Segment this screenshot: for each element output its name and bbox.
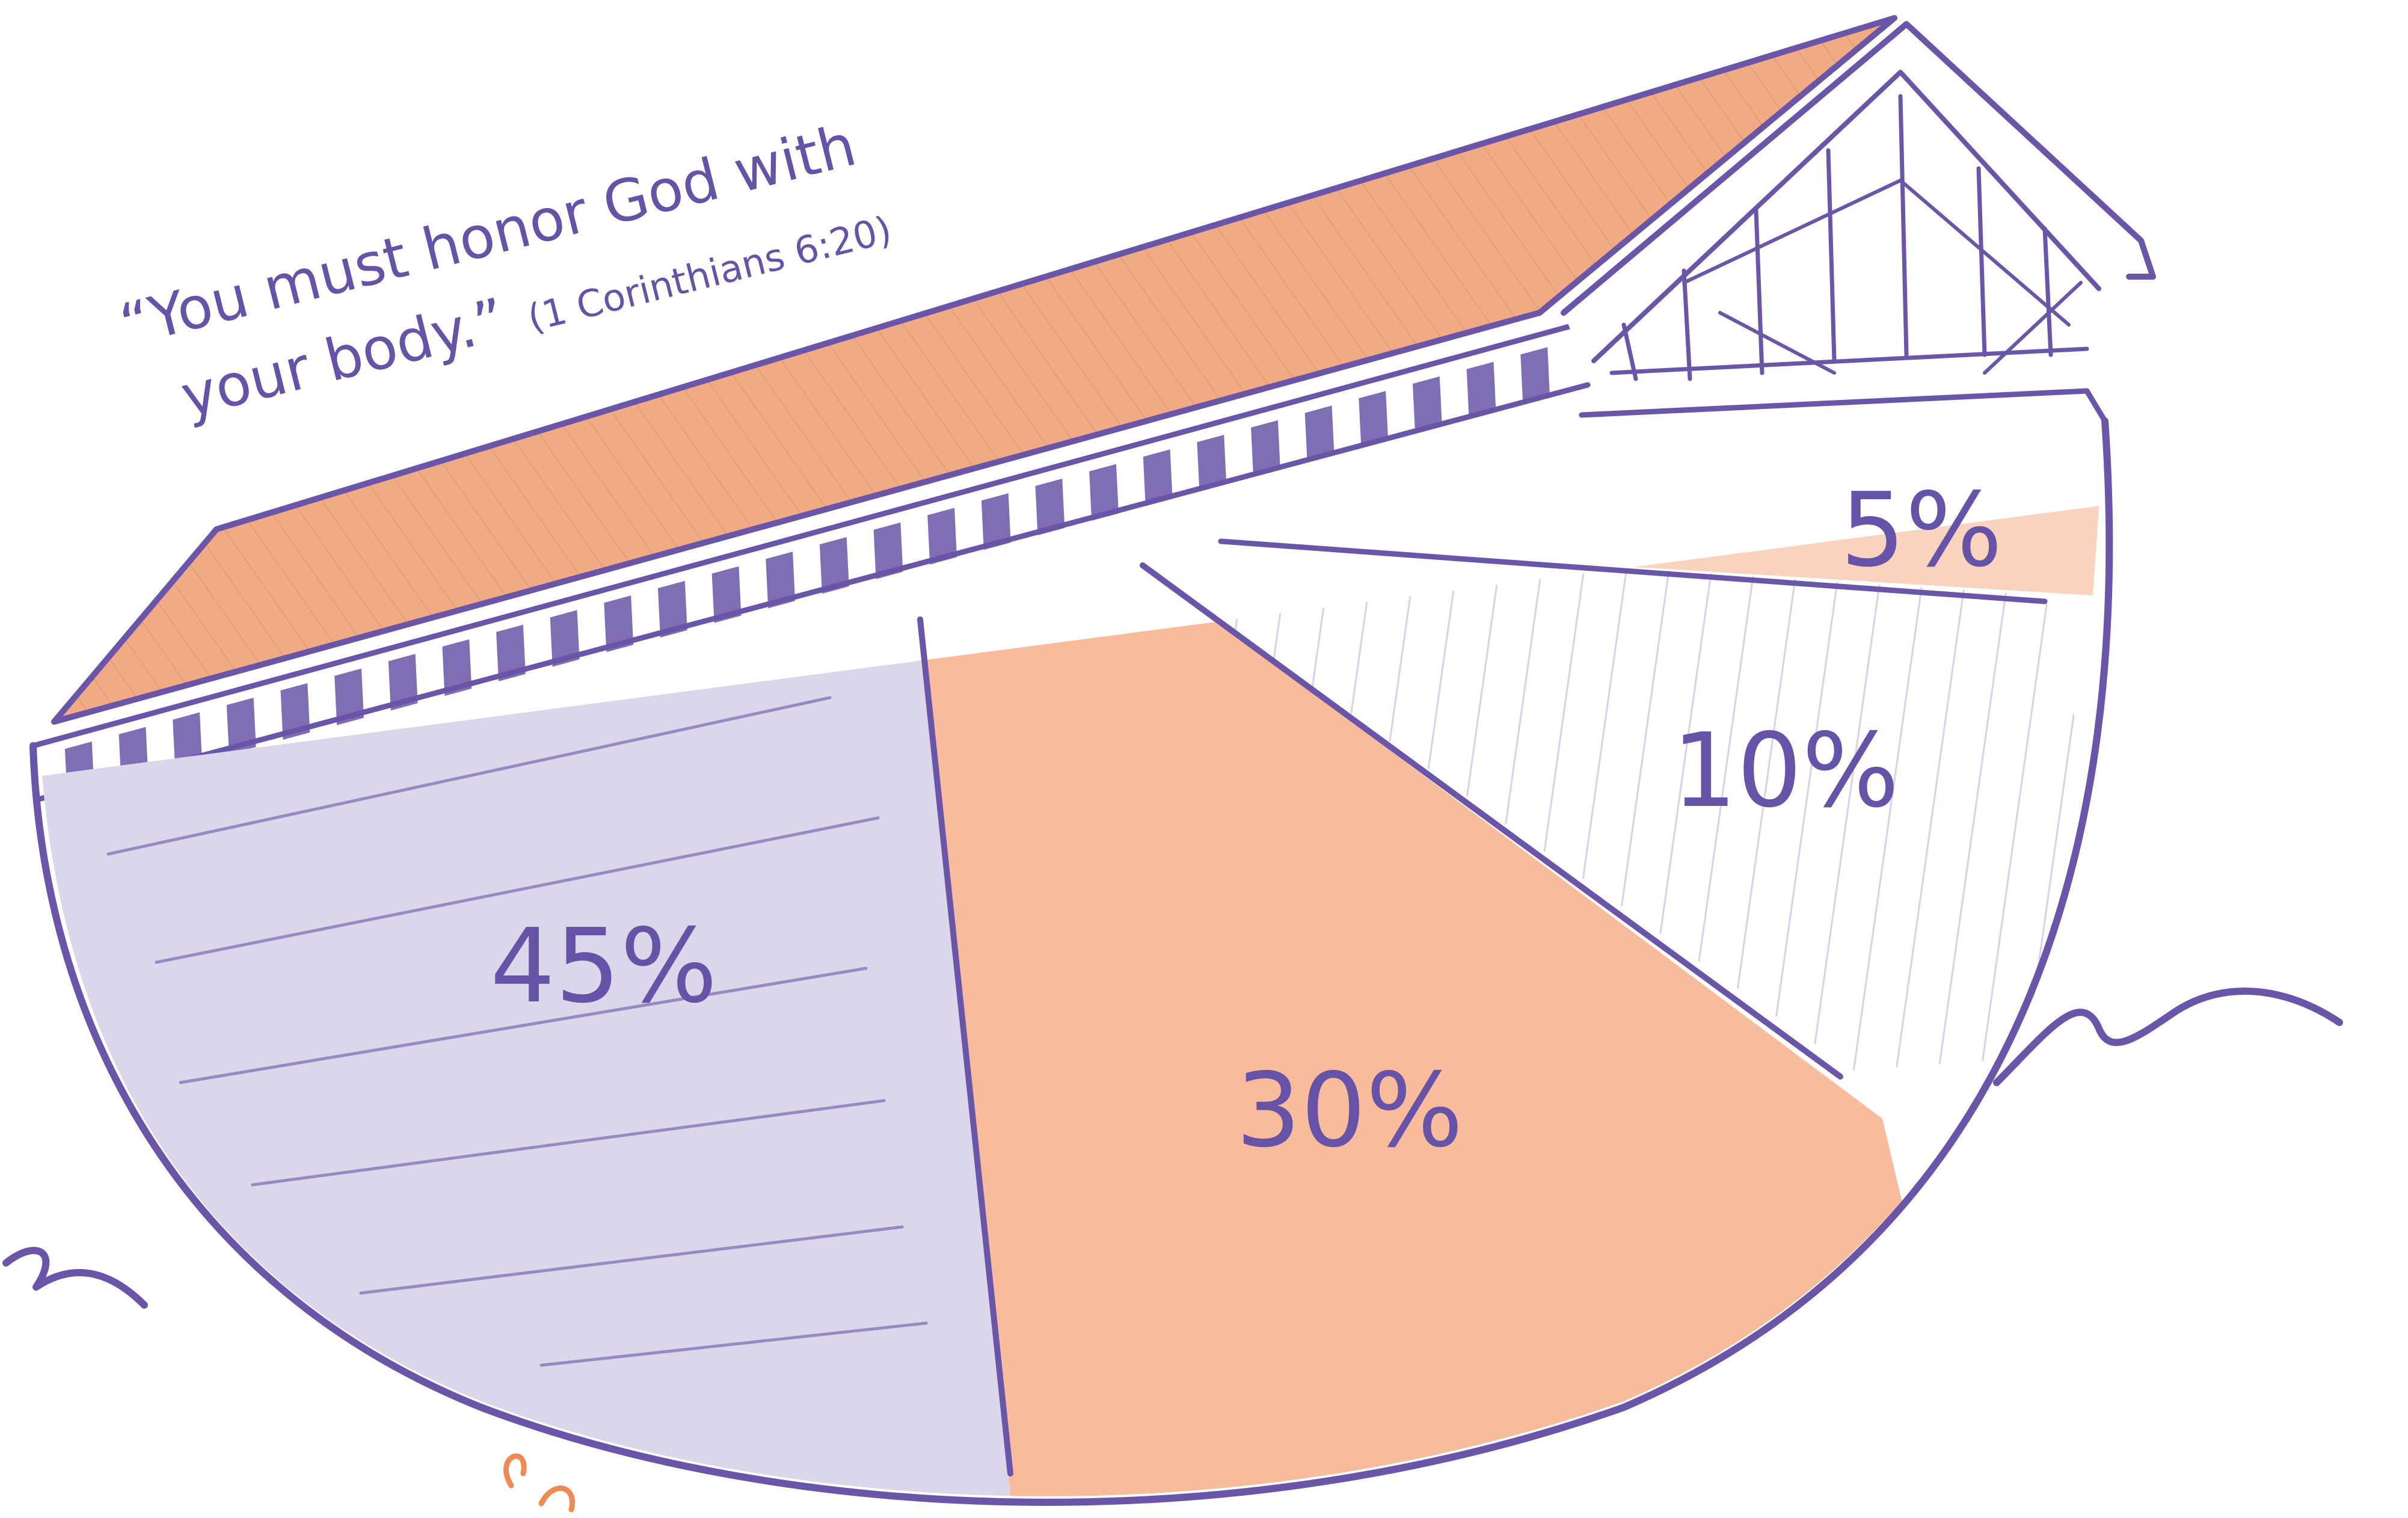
rail-block: [280, 683, 310, 740]
slice-label-5: 5%: [1840, 471, 2003, 590]
rail-block: [1520, 347, 1550, 404]
rail-block: [1251, 420, 1280, 477]
rail-block: [1304, 405, 1335, 462]
rail-block: [496, 624, 526, 681]
rail-block: [873, 522, 903, 579]
slice-label-30: 30%: [1236, 1051, 1463, 1170]
rail-block: [981, 493, 1011, 550]
rail-block: [173, 712, 203, 769]
rail-block: [1413, 376, 1442, 433]
rail-block: [1143, 449, 1173, 506]
rail-block: [442, 639, 472, 696]
rail-block: [388, 654, 418, 711]
rail-block: [604, 595, 634, 653]
rail-block: [550, 610, 580, 667]
slice-30: [920, 565, 1985, 1496]
rail-block: [766, 552, 796, 609]
ark-deck-rail: [30, 322, 1591, 803]
ark-gable: [1561, 21, 2156, 415]
water: [2, 988, 2343, 1513]
rail-block: [1466, 361, 1496, 419]
rail-block: [927, 508, 957, 565]
rail-block: [334, 668, 364, 725]
slice-10: [1143, 541, 2105, 1071]
rail-block: [819, 537, 849, 594]
rail-block: [711, 566, 742, 623]
rail-block: [1035, 478, 1065, 535]
rail-block: [1359, 391, 1389, 448]
slice-label-45: 45%: [490, 907, 717, 1026]
rail-block: [658, 580, 687, 638]
rail-block: [226, 698, 256, 755]
ark-roof: [51, 15, 1897, 725]
rail-block: [1089, 464, 1119, 521]
rail-block: [1197, 435, 1227, 492]
slice-label-10: 10%: [1672, 711, 1899, 831]
